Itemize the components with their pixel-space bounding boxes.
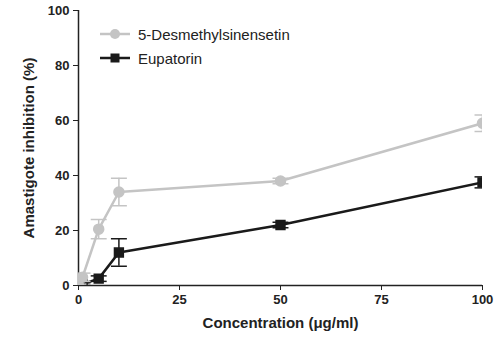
svg-text:75: 75 xyxy=(374,292,388,307)
svg-text:40: 40 xyxy=(55,168,69,183)
svg-text:Concentration (μg/ml): Concentration (μg/ml) xyxy=(203,314,359,331)
svg-text:20: 20 xyxy=(55,223,69,238)
svg-text:0: 0 xyxy=(62,278,69,293)
svg-text:50: 50 xyxy=(273,292,287,307)
svg-text:60: 60 xyxy=(55,113,69,128)
svg-text:100: 100 xyxy=(48,3,70,18)
svg-text:0: 0 xyxy=(75,292,82,307)
html-text:Eupatorin: Eupatorin xyxy=(138,49,203,67)
svg-text:25: 25 xyxy=(172,292,186,307)
svg-text:100: 100 xyxy=(472,292,494,307)
svg-text:Amastigote inhibition (%): Amastigote inhibition (%) xyxy=(20,58,37,239)
svg-text:80: 80 xyxy=(55,58,69,73)
html-text:5-Desmethylsinensetin: 5-Desmethylsinensetin xyxy=(138,25,290,43)
